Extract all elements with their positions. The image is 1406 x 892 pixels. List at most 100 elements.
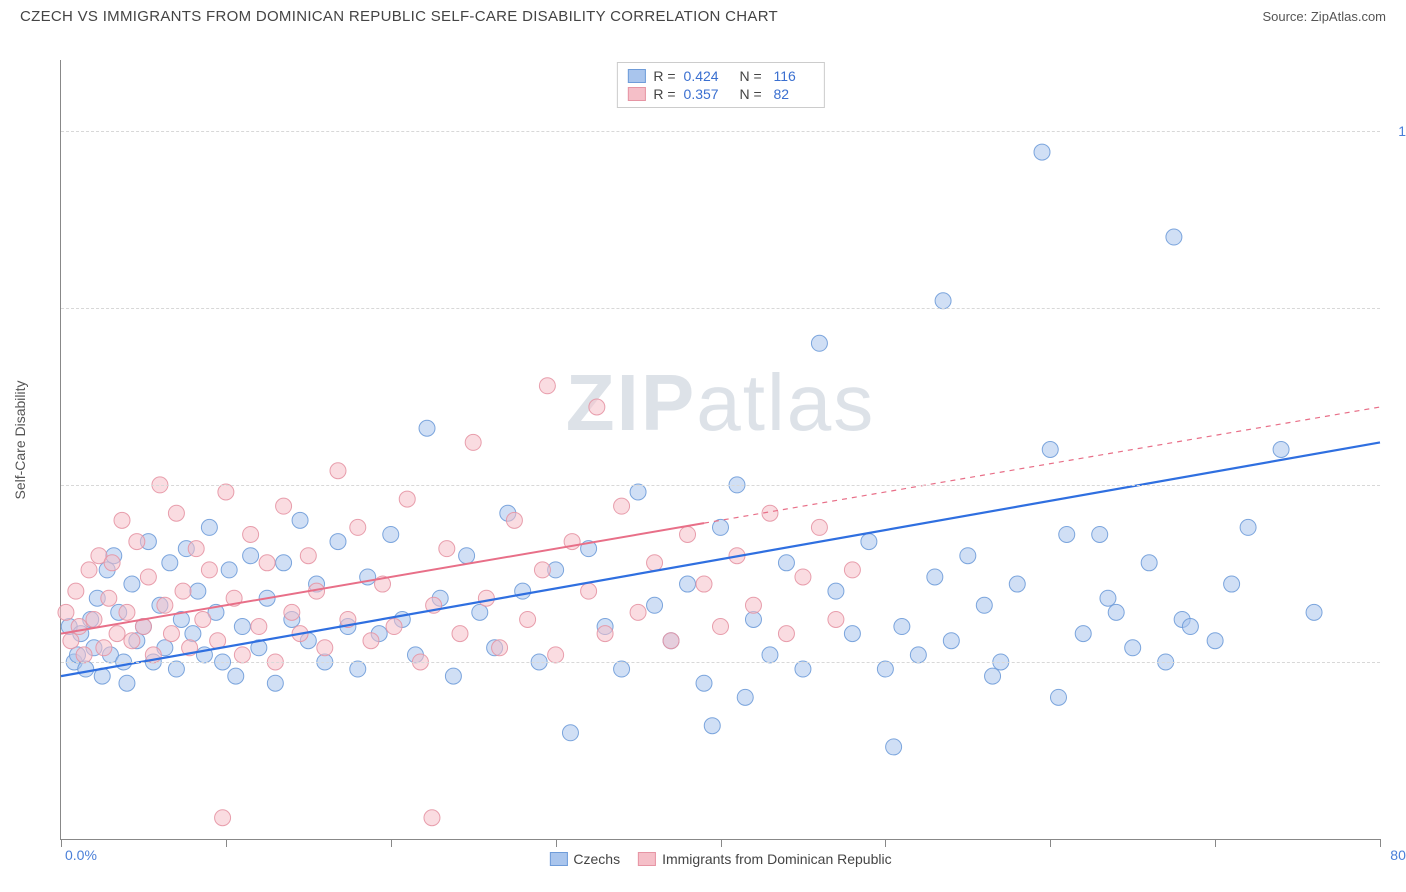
scatter-point: [630, 484, 646, 500]
legend-n-label: N =: [736, 86, 762, 102]
scatter-point: [1059, 526, 1075, 542]
scatter-point: [534, 562, 550, 578]
scatter-point: [943, 633, 959, 649]
scatter-point: [1009, 576, 1025, 592]
scatter-point: [129, 534, 145, 550]
x-tick: [1215, 839, 1216, 847]
scatter-point: [157, 597, 173, 613]
scatter-point: [762, 647, 778, 663]
trend-line-dashed: [704, 407, 1380, 523]
scatter-point: [445, 668, 461, 684]
scatter-point: [1141, 555, 1157, 571]
scatter-point: [861, 534, 877, 550]
scatter-point: [910, 647, 926, 663]
scatter-point: [201, 519, 217, 535]
legend-stats: R =0.424 N = 116R =0.357 N = 82: [616, 62, 824, 108]
legend-series-item: Czechs: [549, 851, 620, 867]
scatter-point: [119, 604, 135, 620]
scatter-point: [101, 590, 117, 606]
scatter-point: [976, 597, 992, 613]
scatter-point: [1224, 576, 1240, 592]
scatter-point: [419, 420, 435, 436]
scatter-point: [215, 810, 231, 826]
scatter-point: [539, 378, 555, 394]
scatter-point: [300, 548, 316, 564]
scatter-point: [985, 668, 1001, 684]
scatter-point: [188, 541, 204, 557]
scatter-point: [630, 604, 646, 620]
scatter-point: [195, 611, 211, 627]
y-axis-label: Self-Care Disability: [12, 380, 28, 499]
scatter-point: [330, 534, 346, 550]
scatter-point: [506, 512, 522, 528]
scatter-point: [1042, 442, 1058, 458]
scatter-point: [175, 583, 191, 599]
scatter-point: [251, 619, 267, 635]
scatter-point: [439, 541, 455, 557]
scatter-point: [795, 661, 811, 677]
legend-series-label: Czechs: [573, 851, 620, 867]
legend-stats-row: R =0.424 N = 116: [627, 67, 813, 85]
scatter-point: [218, 484, 234, 500]
scatter-point: [317, 640, 333, 656]
legend-series-label: Immigrants from Dominican Republic: [662, 851, 892, 867]
scatter-point: [119, 675, 135, 691]
scatter-point: [811, 519, 827, 535]
scatter-point: [828, 611, 844, 627]
scatter-point: [163, 626, 179, 642]
scatter-point: [383, 526, 399, 542]
scatter-point: [1108, 604, 1124, 620]
legend-swatch: [627, 69, 645, 83]
scatter-point: [168, 505, 184, 521]
scatter-point: [548, 647, 564, 663]
scatter-point: [696, 675, 712, 691]
legend-r-label: R =: [653, 86, 675, 102]
scatter-point: [1182, 619, 1198, 635]
scatter-point: [459, 548, 475, 564]
legend-swatch: [627, 87, 645, 101]
scatter-point: [614, 661, 630, 677]
x-tick-label-max: 80.0%: [1390, 847, 1406, 863]
scatter-point: [96, 640, 112, 656]
scatter-point: [1240, 519, 1256, 535]
scatter-point: [234, 619, 250, 635]
scatter-point: [228, 668, 244, 684]
scatter-point: [745, 597, 761, 613]
legend-r-value: 0.357: [684, 86, 728, 102]
plot: ZIPatlas R =0.424 N = 116R =0.357 N = 82…: [60, 60, 1380, 840]
scatter-point: [515, 583, 531, 599]
source-label: Source: ZipAtlas.com: [1262, 9, 1386, 24]
scatter-point: [1273, 442, 1289, 458]
scatter-point: [86, 611, 102, 627]
scatter-point: [778, 626, 794, 642]
scatter-point: [894, 619, 910, 635]
y-tick-label: 10.0%: [1398, 123, 1406, 139]
legend-r-value: 0.424: [684, 68, 728, 84]
scatter-point: [68, 583, 84, 599]
scatter-point: [58, 604, 74, 620]
scatter-point: [478, 590, 494, 606]
scatter-point: [1050, 689, 1066, 705]
plot-svg: [61, 60, 1380, 839]
legend-swatch: [638, 852, 656, 866]
chart-title: CZECH VS IMMIGRANTS FROM DOMINICAN REPUB…: [20, 8, 778, 25]
scatter-point: [877, 661, 893, 677]
scatter-point: [935, 293, 951, 309]
scatter-point: [221, 562, 237, 578]
scatter-point: [452, 626, 468, 642]
scatter-point: [828, 583, 844, 599]
legend-r-label: R =: [653, 68, 675, 84]
scatter-point: [844, 626, 860, 642]
scatter-point: [960, 548, 976, 564]
x-tick: [885, 839, 886, 847]
scatter-point: [1100, 590, 1116, 606]
x-tick: [61, 839, 62, 847]
x-tick: [556, 839, 557, 847]
scatter-point: [1125, 640, 1141, 656]
scatter-point: [386, 619, 402, 635]
scatter-point: [168, 661, 184, 677]
legend-n-value: 116: [770, 68, 814, 84]
scatter-point: [647, 597, 663, 613]
gridline: [61, 662, 1380, 663]
scatter-point: [663, 633, 679, 649]
